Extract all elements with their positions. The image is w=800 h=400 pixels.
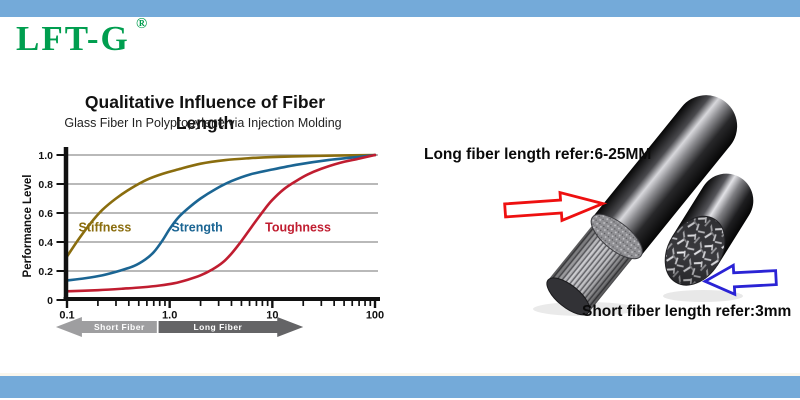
brand-logo: LFT-G [16,19,130,58]
y-tick-label: 1.0 [38,150,53,162]
toughness-curve-label: Toughness [265,221,331,235]
long-rod-end-face [546,277,591,316]
stiffness-curve [65,153,377,258]
x-tick-label: 100 [366,310,384,322]
short-rod-face-shading [665,216,725,286]
long-fiber-range-arrow [158,317,304,337]
y-tick-label: 0.2 [38,266,53,278]
x-tick-label: 1.0 [162,310,177,322]
y-tick-label: 0.6 [38,208,53,220]
long-fiber-arrow-icon [503,190,608,223]
short-fiber-length-label: Short fiber length refer:3mm [582,303,792,320]
long-fiber-length-label: Long fiber length refer:6-25MM [424,146,652,163]
long-rod-shell [592,95,738,257]
long-fiber-rod [546,95,738,316]
y-tick-label: 0.8 [38,179,53,191]
bottom-accent-bar [0,376,800,398]
long-fiber-range-label: Long Fiber [193,322,242,332]
toughness-curve [65,153,377,293]
short-fiber-arrow-icon [701,262,778,297]
top-accent-bar [0,0,800,17]
short-fiber-range-label: Short Fiber [94,322,145,332]
short-rod-shadow [663,290,743,302]
y-tick-label: 0.4 [38,237,53,249]
short-fiber-rod [664,173,754,286]
x-tick-label: 10 [266,310,278,322]
stiffness-curve-label: Stiffness [79,221,132,235]
registered-trademark-icon: ® [136,16,148,32]
short-fiber-range-arrow [55,317,157,337]
chart-title: Qualitative Influence of Fiber Length [84,92,326,133]
x-tick-label: 0.1 [59,310,74,322]
strength-curve [65,153,377,282]
chart-subtitle: Glass Fiber In Polypropylene via Injecti… [64,116,342,130]
long-rod-cut-face [590,213,643,260]
y-tick-label: 0 [47,295,53,307]
strength-curve-label: Strength [171,221,222,235]
bottom-cream-line [0,373,800,376]
